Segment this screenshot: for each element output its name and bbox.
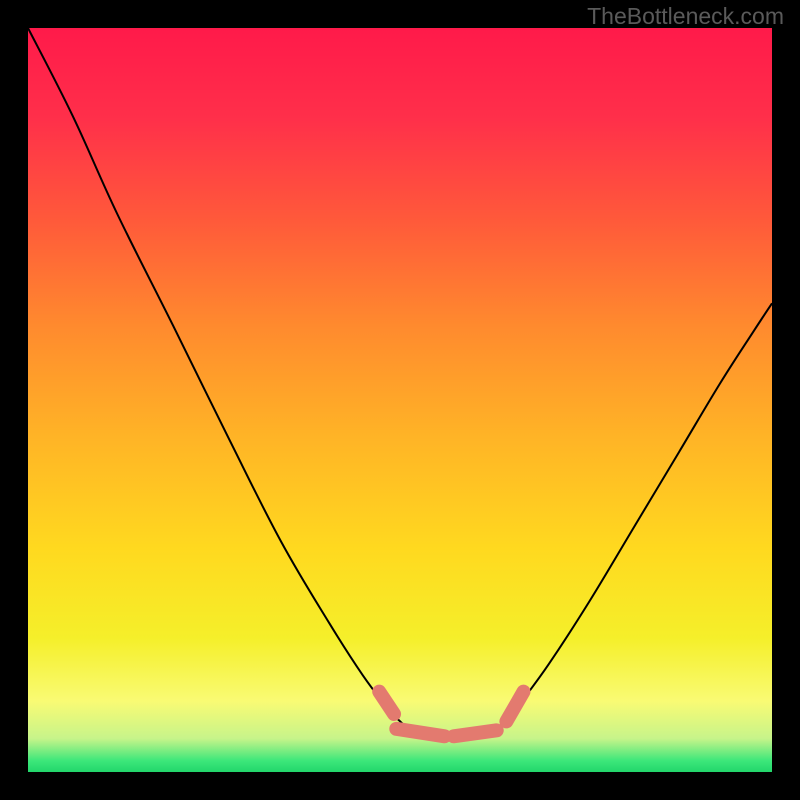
- chart-stage: TheBottleneck.com: [0, 0, 800, 800]
- watermark-text: TheBottleneck.com: [587, 3, 784, 30]
- valley-dash-group: [379, 692, 523, 737]
- valley-dash-2: [454, 730, 497, 736]
- valley-dash-0: [379, 692, 394, 714]
- valley-dash-3: [506, 692, 523, 722]
- chart-overlay-svg: [28, 28, 772, 772]
- valley-dash-1: [396, 729, 444, 736]
- plot-area: [28, 28, 772, 772]
- bottleneck-curve: [28, 28, 772, 738]
